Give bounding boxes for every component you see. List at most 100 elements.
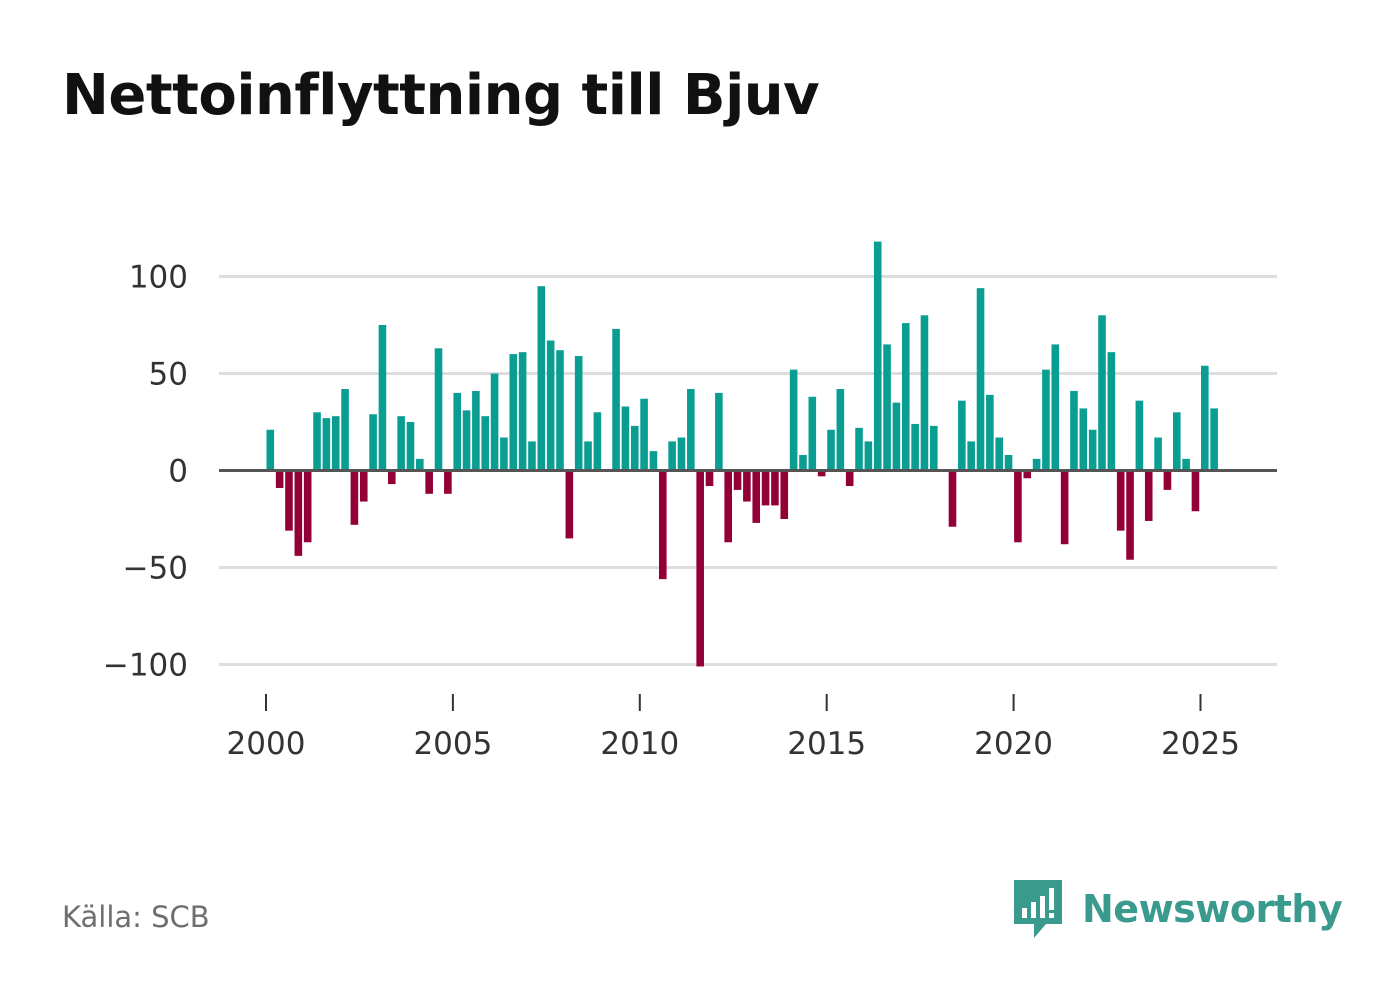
bar — [855, 427, 863, 471]
bar — [986, 394, 994, 471]
bar — [490, 373, 499, 471]
bar — [621, 406, 630, 471]
bar — [761, 470, 770, 506]
bar — [313, 412, 321, 471]
bar — [434, 348, 443, 471]
newsworthy-logo-icon — [1014, 880, 1062, 938]
bar — [1182, 458, 1190, 471]
bar — [593, 412, 602, 471]
bar — [967, 441, 975, 471]
bar — [799, 454, 807, 471]
bar — [817, 470, 826, 477]
bar — [1079, 408, 1088, 471]
bar — [789, 369, 798, 471]
x-tick-label: 2015 — [787, 726, 866, 762]
bar — [733, 470, 742, 490]
bar — [948, 470, 957, 527]
y-tick-label: 0 — [168, 454, 188, 490]
bar — [873, 241, 882, 471]
bar — [1004, 454, 1013, 471]
bar — [705, 470, 714, 487]
bar — [1163, 470, 1172, 490]
bar — [285, 470, 293, 531]
bar — [341, 389, 349, 471]
bar — [715, 392, 723, 471]
bar — [827, 429, 835, 471]
bar — [1014, 470, 1022, 543]
x-tick-label: 2000 — [227, 726, 306, 762]
bar — [322, 418, 331, 471]
bar — [462, 410, 471, 471]
bar — [780, 470, 789, 519]
bar — [1154, 437, 1162, 471]
bar — [528, 441, 536, 471]
bar — [1172, 412, 1181, 471]
bar — [920, 315, 929, 471]
bar — [771, 470, 779, 506]
bar — [640, 398, 648, 471]
bar — [1088, 429, 1097, 471]
bar — [1135, 400, 1144, 471]
bar — [929, 425, 938, 471]
bar — [901, 323, 910, 471]
bar — [958, 400, 966, 471]
bar — [453, 392, 461, 471]
bar — [369, 414, 377, 471]
bar — [275, 470, 284, 488]
bar — [359, 470, 368, 502]
x-tick-label: 2010 — [600, 726, 679, 762]
bar — [612, 328, 620, 471]
bar — [584, 441, 592, 471]
y-axis-labels: 100 50 0 −50 −100 — [103, 260, 188, 684]
bar — [472, 390, 480, 471]
bar — [649, 451, 658, 471]
bar — [444, 470, 452, 494]
y-tick-label: 50 — [149, 357, 188, 393]
bar — [294, 470, 303, 556]
bar — [976, 288, 985, 471]
bar — [808, 396, 817, 471]
bar — [565, 470, 574, 539]
bar — [303, 470, 312, 543]
bar — [883, 344, 891, 471]
bar — [425, 470, 433, 494]
bar — [658, 470, 667, 580]
bar — [724, 470, 733, 543]
gridlines — [219, 275, 1277, 666]
bar — [387, 470, 396, 485]
bar — [677, 437, 686, 471]
bar — [350, 470, 359, 525]
x-tick-label: 2020 — [974, 726, 1053, 762]
bar — [331, 416, 340, 471]
x-tick-label: 2005 — [413, 726, 492, 762]
source-note: Källa: SCB — [62, 900, 210, 934]
bar — [911, 423, 919, 471]
bar — [1042, 369, 1050, 471]
y-tick-label: 100 — [129, 260, 188, 296]
x-tick-label: 2025 — [1161, 726, 1240, 762]
bar — [1032, 458, 1041, 471]
bars — [266, 241, 1218, 667]
x-axis: 2000 2005 2010 2015 2020 2025 — [227, 694, 1240, 762]
bar — [378, 325, 387, 471]
y-tick-label: −100 — [103, 648, 188, 684]
bar — [1060, 470, 1069, 545]
bar — [416, 458, 424, 471]
bar — [546, 340, 555, 471]
bar — [481, 416, 490, 471]
bar — [1023, 470, 1032, 479]
bar — [500, 437, 508, 471]
bar — [518, 352, 527, 471]
bar — [406, 422, 415, 471]
bar — [1126, 470, 1134, 560]
bar — [1107, 352, 1116, 471]
bar — [1116, 470, 1125, 531]
y-tick-label: −50 — [123, 551, 188, 587]
bar — [743, 470, 751, 502]
bar — [397, 416, 405, 471]
bar — [1070, 390, 1078, 471]
bar — [1144, 470, 1153, 521]
bar — [1098, 315, 1106, 471]
bar — [995, 437, 1004, 471]
bar — [556, 350, 564, 471]
